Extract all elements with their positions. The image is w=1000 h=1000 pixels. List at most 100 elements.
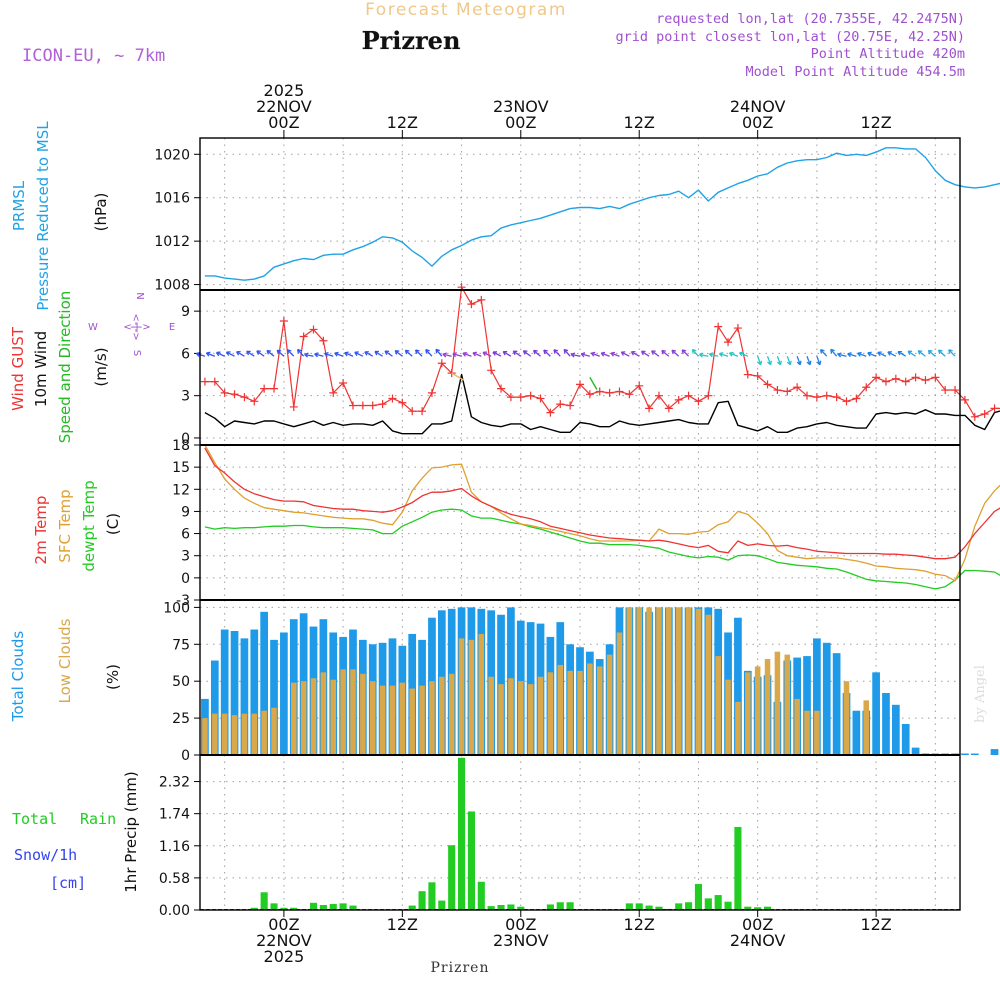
time-label-top: 24NOV (730, 97, 786, 116)
precipitation-y-tick-label: 0.00 (159, 903, 190, 919)
cloud-low-bar (498, 684, 504, 755)
wind-direction-arrow (226, 351, 235, 357)
gust-marker (418, 407, 427, 416)
compass-w: W (88, 322, 98, 333)
sfc-temp-series-line (204, 444, 1000, 582)
gust-marker (664, 404, 673, 413)
wind-direction-arrow (324, 352, 334, 357)
wind-direction-arrow (776, 356, 782, 365)
wind-arrow-head (917, 350, 923, 355)
compass-arrows: <-|-> (123, 322, 150, 333)
wind-direction-arrow (492, 351, 502, 357)
pressure-panel: 1008 1012 1016 1020 (154, 138, 1000, 294)
gust-marker (566, 401, 575, 410)
gust-marker (506, 393, 515, 402)
cloud-total-bar (970, 753, 979, 755)
precip-panel: 0.00 0.58 1.16 1.74 2.32 (159, 137, 961, 919)
cloud-total-bar (852, 710, 861, 755)
gust-marker (200, 377, 209, 386)
gust-marker (654, 391, 663, 400)
cloud-low-bar (646, 607, 652, 755)
cloud-low-bar (340, 669, 346, 755)
wind-arrow-head (847, 352, 852, 358)
wind-arrow-head (374, 350, 379, 356)
temperature-panel: -3 0 3 6 9 12 15 18 (172, 438, 1000, 609)
gust-marker (694, 397, 703, 406)
cloud-low-bar (241, 713, 248, 755)
clouds-label-low: Low Clouds (56, 618, 74, 703)
time-label-bottom: 22NOV (256, 931, 312, 950)
clouds-y-tick-label: 25 (172, 711, 190, 727)
wind-direction-arrow (462, 352, 472, 357)
watermark: by Angel (973, 665, 988, 723)
compass-s: S (131, 350, 142, 356)
time-label-bottom: 12Z (624, 915, 655, 934)
pressure-label-prmsl: PRMSL (10, 180, 28, 231)
cloud-total-bar (872, 672, 880, 755)
wind-arrow-head (570, 352, 576, 358)
gust-marker (645, 404, 654, 413)
cloud-low-bar (291, 682, 297, 755)
wind-arrow-head (304, 352, 309, 358)
time-label-top: 12Z (624, 113, 655, 132)
wind-arrow-head (948, 349, 953, 354)
cloud-low-bar (794, 698, 800, 755)
wind-arrow-head (661, 349, 666, 355)
cloud-low-bar (774, 651, 781, 755)
gust-marker (230, 390, 239, 399)
wind-arrow-head (502, 350, 508, 356)
wind-label-gust: Wind GUST (9, 326, 27, 411)
gust-marker (270, 384, 279, 393)
gust-marker (960, 395, 969, 404)
rain-bar (438, 900, 446, 910)
cloud-total-bar (250, 629, 259, 755)
wind-direction-arrow (610, 352, 620, 357)
cloud-low-bar (764, 659, 771, 755)
gust-marker (901, 377, 910, 386)
wind-arrow-head (364, 351, 369, 356)
rain-bar (744, 906, 752, 910)
wind-arrow-head (816, 360, 822, 366)
wind-direction-arrow (938, 349, 946, 357)
cloud-total-bar (813, 638, 821, 755)
wind-arrow-head (691, 348, 697, 354)
wind-arrow-head (796, 360, 802, 366)
cloud-low-bar (488, 676, 494, 755)
wind-direction-arrow (334, 352, 344, 357)
cloud-low-bar (695, 608, 702, 755)
footer-location: Prizren (431, 960, 490, 976)
rain-bar (763, 906, 772, 910)
gust-marker (605, 388, 614, 397)
wind-direction-arrow (897, 351, 907, 357)
wind-direction-arrow (887, 351, 897, 357)
gust-marker (881, 377, 890, 386)
gust-marker (783, 387, 792, 396)
wind-arrow-head (580, 352, 586, 358)
wind-arrow-head (533, 349, 538, 355)
cloud-low-bar (409, 688, 415, 755)
cloud-low-bar (735, 701, 741, 755)
gust-marker (210, 377, 219, 386)
wind-direction-arrow (286, 349, 295, 357)
cloud-low-bar (745, 672, 751, 755)
gust-marker (743, 370, 752, 379)
cloud-low-bar (577, 670, 583, 755)
gust-marker (487, 366, 496, 375)
temp-2m-series-line (204, 447, 1000, 560)
cloud-low-bar (300, 681, 307, 755)
cloud-low-bar (616, 632, 623, 755)
wind-direction-arrow (816, 356, 821, 365)
rain-bar (329, 903, 337, 910)
wind-direction-arrow (404, 349, 413, 357)
wind-direction-arrow (216, 351, 225, 357)
rain-bar (546, 904, 554, 910)
gust-marker (733, 324, 742, 333)
cloud-total-bar (822, 642, 831, 755)
wind-direction-arrow (571, 353, 581, 357)
wind-arrow-head (215, 351, 221, 357)
precipitation-y-tick-label: 1.74 (159, 807, 190, 823)
gust-marker (467, 300, 476, 309)
wind-arrow-head (927, 349, 933, 355)
